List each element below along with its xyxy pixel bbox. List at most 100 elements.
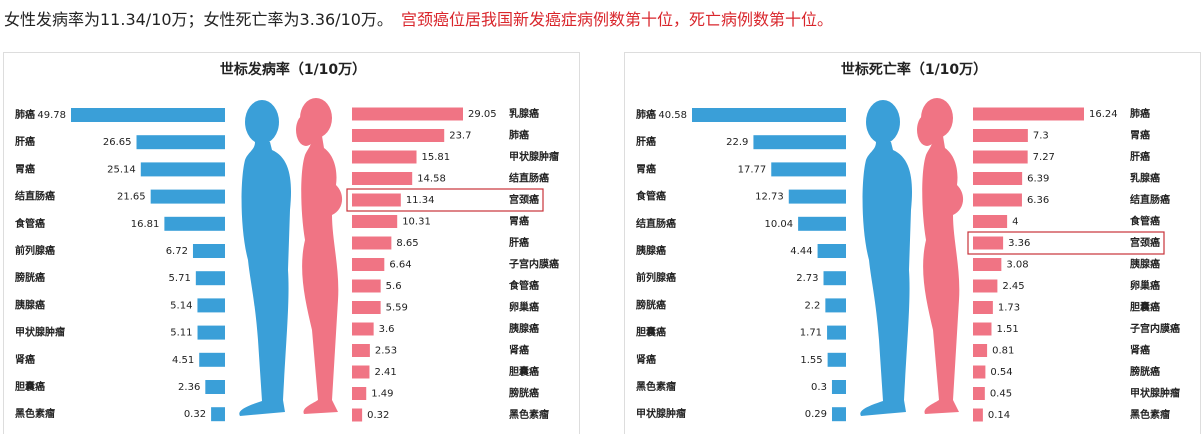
headline-highlight: 宫颈癌位居我国新发癌症病例数第十位，死亡病例数第十位。 [400,10,833,29]
bar [973,322,992,336]
value-label: 0.81 [992,346,1014,357]
value-label: 6.72 [166,246,188,257]
bar [973,193,1022,207]
bar [771,162,846,177]
value-label: 1.51 [996,324,1018,335]
value-label: 2.73 [796,273,818,284]
value-label: 22.9 [726,137,748,148]
category-label: 胆囊癌 [636,326,666,339]
category-label: 胆囊癌 [509,365,539,378]
female-figure [296,98,343,414]
bar [831,380,846,394]
panel [3,52,580,434]
category-label: 黑色素瘤 [15,407,55,420]
value-label: 5.59 [386,303,408,314]
bar [205,380,225,394]
bar [973,365,986,379]
bar [692,108,846,122]
category-label: 甲状腺肿瘤 [509,150,559,163]
value-label: 8.65 [396,238,418,249]
value-label: 15.81 [422,152,451,163]
female-figure [917,98,964,414]
bar [973,236,1004,250]
value-label: 7.3 [1033,131,1049,142]
category-label: 甲状腺肿瘤 [636,407,686,420]
value-label: 10.31 [402,217,431,228]
bar [817,244,846,258]
category-label: 胃癌 [509,215,529,228]
bar [197,325,225,340]
category-label: 膀胱癌 [14,271,45,284]
bar [136,135,225,150]
value-label: 25.14 [107,164,136,175]
bar [823,271,846,286]
category-label: 胃癌 [15,162,35,175]
category-label: 肾癌 [509,344,529,357]
value-label: 0.29 [805,409,827,420]
category-label: 甲状腺肿瘤 [15,326,65,339]
male-figure [860,100,913,416]
category-label: 前列腺癌 [15,244,55,257]
bar [798,216,846,231]
value-label: 5.6 [386,281,402,292]
category-label: 肾癌 [636,353,656,366]
bar [352,344,370,357]
category-label: 子宫内膜癌 [1130,322,1180,335]
value-label: 1.73 [998,303,1020,314]
male-figure [239,100,292,416]
bar [973,150,1028,164]
panel [624,52,1201,434]
value-label: 2.36 [178,382,200,393]
value-label: 7.27 [1033,152,1055,163]
category-label: 黑色素瘤 [509,408,549,421]
bar [788,189,846,204]
category-label: 黑色素瘤 [1130,408,1170,421]
category-label: 肺癌 [636,108,656,121]
bar [352,258,385,271]
value-label: 4.44 [790,246,812,257]
value-label: 6.36 [1027,195,1049,206]
category-label: 前列腺癌 [636,271,676,284]
bar [197,298,225,313]
value-label: 3.36 [1008,238,1030,249]
value-label: 2.45 [1002,281,1024,292]
highlight-box [346,188,544,212]
bar [164,216,225,231]
category-label: 黑色素瘤 [636,380,676,393]
value-label: 1.71 [800,328,822,339]
bar [71,108,225,122]
value-label: 0.54 [990,367,1012,378]
value-label: 2.2 [804,300,820,311]
bar [195,271,225,286]
category-label: 膀胱癌 [1129,365,1160,378]
category-label: 肺癌 [15,108,35,121]
bar [352,387,367,400]
value-label: 2.41 [374,367,396,378]
category-label: 食管癌 [635,190,666,203]
bar [753,135,846,150]
bar [973,301,993,314]
bar [973,258,1002,271]
category-label: 肺癌 [1130,107,1150,120]
bar [352,236,392,250]
category-label: 乳腺癌 [1130,172,1160,185]
value-label: 49.78 [37,110,66,121]
category-label: 膀胱癌 [508,387,539,400]
value-label: 21.65 [117,192,146,203]
value-label: 0.45 [990,389,1012,400]
value-label: 3.6 [379,324,395,335]
value-label: 6.39 [1027,174,1049,185]
bar [352,172,413,185]
chart-title: 世标死亡率（1/10万） [841,61,987,78]
category-label: 肾癌 [15,353,35,366]
value-label: 0.32 [367,410,389,421]
value-label: 0.14 [988,410,1010,421]
bar [352,129,445,142]
bar [825,298,846,313]
category-label: 食管癌 [14,217,45,230]
category-label: 结直肠癌 [1130,193,1170,206]
bar [973,279,998,293]
bar [973,129,1028,142]
value-label: 10.04 [764,219,793,230]
bar [831,407,846,422]
